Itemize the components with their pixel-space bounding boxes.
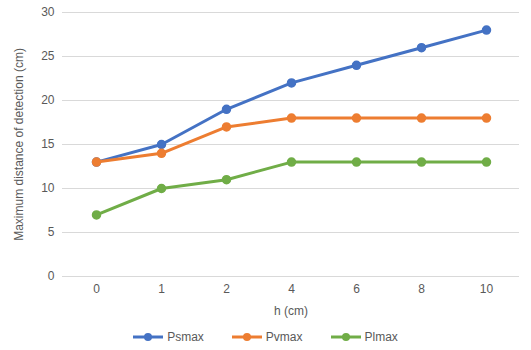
svg-text:0: 0 [48,269,55,283]
html-text:Pvmax: Pvmax [265,330,303,344]
svg-text:1: 1 [158,282,165,296]
svg-text:2: 2 [223,282,230,296]
svg-text:8: 8 [418,282,425,296]
svg-text:5: 5 [48,225,55,239]
svg-text:0: 0 [93,282,100,296]
svg-text:25: 25 [41,49,55,63]
svg-text:30: 30 [41,5,55,19]
svg-text:15: 15 [41,137,55,151]
svg-text:Maximum distance of detection: Maximum distance of detection (cm) [12,48,26,241]
svg-text:h (cm): h (cm) [274,304,308,318]
html-text:Psmax: Psmax [167,330,204,344]
svg-text:20: 20 [41,93,55,107]
svg-text:6: 6 [353,282,360,296]
html-text:Plmax: Plmax [364,330,398,344]
svg-text:4: 4 [288,282,295,296]
svg-text:10: 10 [41,181,55,195]
svg-text:10: 10 [480,282,494,296]
